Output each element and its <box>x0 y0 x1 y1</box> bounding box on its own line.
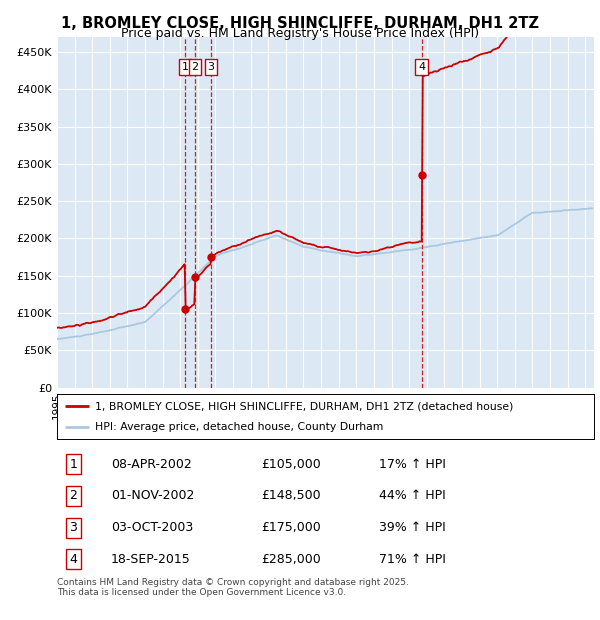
Text: £148,500: £148,500 <box>261 489 320 502</box>
Text: £175,000: £175,000 <box>261 521 321 534</box>
Text: 4: 4 <box>418 62 425 72</box>
Text: Contains HM Land Registry data © Crown copyright and database right 2025.
This d: Contains HM Land Registry data © Crown c… <box>57 578 409 597</box>
Text: HPI: Average price, detached house, County Durham: HPI: Average price, detached house, Coun… <box>95 422 383 432</box>
Text: 1, BROMLEY CLOSE, HIGH SHINCLIFFE, DURHAM, DH1 2TZ: 1, BROMLEY CLOSE, HIGH SHINCLIFFE, DURHA… <box>61 16 539 30</box>
Text: 44% ↑ HPI: 44% ↑ HPI <box>379 489 446 502</box>
Text: 2: 2 <box>69 489 77 502</box>
Text: £285,000: £285,000 <box>261 553 321 566</box>
Text: 1, BROMLEY CLOSE, HIGH SHINCLIFFE, DURHAM, DH1 2TZ (detached house): 1, BROMLEY CLOSE, HIGH SHINCLIFFE, DURHA… <box>95 401 513 412</box>
Text: 2: 2 <box>191 62 199 72</box>
Text: 3: 3 <box>69 521 77 534</box>
Text: 08-APR-2002: 08-APR-2002 <box>111 458 191 471</box>
Text: 71% ↑ HPI: 71% ↑ HPI <box>379 553 446 566</box>
Text: 39% ↑ HPI: 39% ↑ HPI <box>379 521 446 534</box>
Text: 03-OCT-2003: 03-OCT-2003 <box>111 521 193 534</box>
Text: 1: 1 <box>181 62 188 72</box>
Text: £105,000: £105,000 <box>261 458 321 471</box>
Text: 18-SEP-2015: 18-SEP-2015 <box>111 553 190 566</box>
Text: 17% ↑ HPI: 17% ↑ HPI <box>379 458 446 471</box>
Text: 01-NOV-2002: 01-NOV-2002 <box>111 489 194 502</box>
Text: 4: 4 <box>69 553 77 566</box>
Text: Price paid vs. HM Land Registry's House Price Index (HPI): Price paid vs. HM Land Registry's House … <box>121 27 479 40</box>
Text: 1: 1 <box>69 458 77 471</box>
Text: 3: 3 <box>208 62 215 72</box>
